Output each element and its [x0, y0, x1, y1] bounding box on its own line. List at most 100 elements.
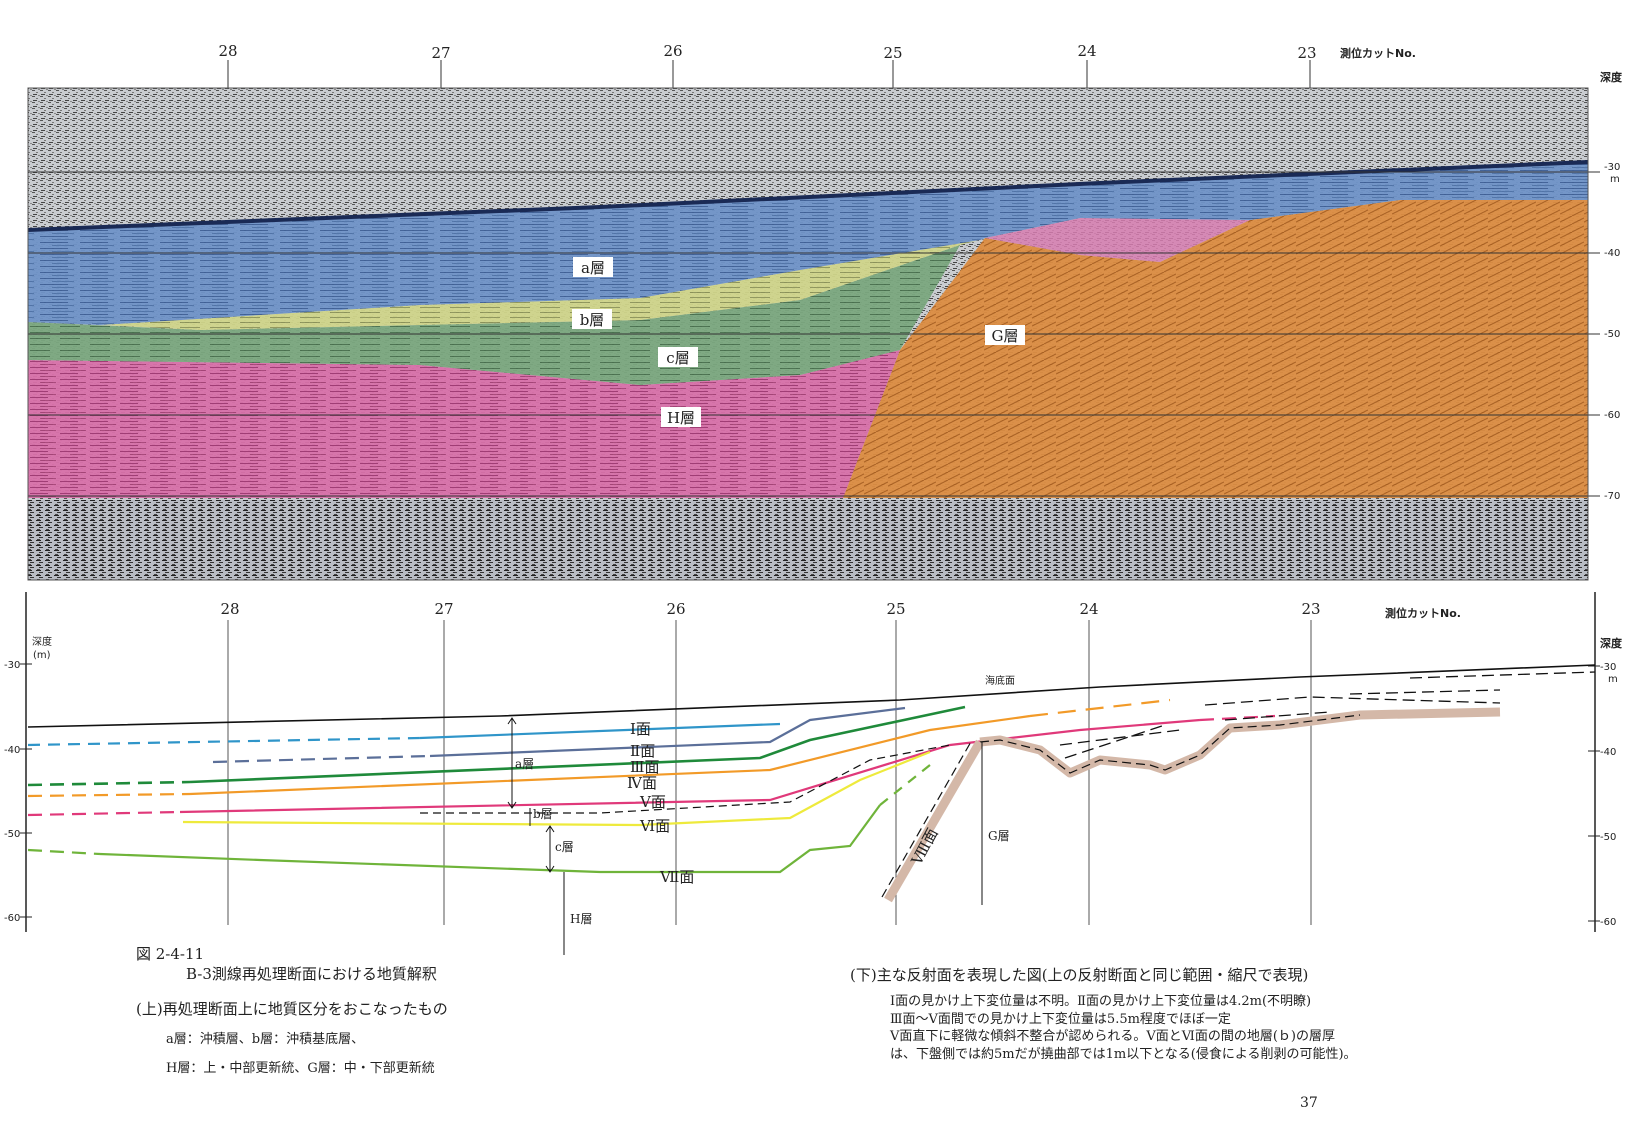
label-surface-I: Ⅰ面 [630, 720, 651, 738]
cut-number-28: 28 [218, 42, 237, 60]
surface-V-dashed-right [1199, 714, 1276, 722]
bottom-cut-number-26: 26 [666, 600, 685, 618]
b-layer-boundary [420, 744, 951, 814]
depth-tick-70: -70 [1604, 491, 1620, 502]
label-surface-V: Ⅴ面 [639, 793, 666, 811]
depth-tick-40: -40 [1604, 248, 1620, 259]
surface-V-dashed [27, 810, 181, 817]
cut-number-26: 26 [663, 42, 682, 60]
bottom-cut-label: 測位カットNo. [1385, 606, 1461, 620]
layer-c-region [28, 245, 960, 385]
label-surface-VIII: Ⅷ面 [907, 825, 942, 868]
noise-bottom-band [28, 500, 1588, 580]
thickness-markers [507, 717, 983, 955]
bottom-cut-number-28: 28 [220, 600, 239, 618]
bottom-depth-label-right: 深度 [1600, 636, 1623, 650]
layer-labels-top: a層 b層 c層 H層 G層 [572, 257, 1025, 427]
surface-VII-dashed [27, 848, 101, 856]
depth-tick-30: -30 [1604, 162, 1620, 173]
cut-number-24: 24 [1077, 42, 1096, 60]
label-surface-VII: Ⅶ面 [659, 868, 694, 886]
depth-unit: m [1610, 174, 1620, 185]
depth-tick-60: -60 [1604, 410, 1620, 421]
surface-VI-line [182, 750, 931, 827]
caption-left: 図 2-4-11 B-3測線再処理断面における地質解釈 (上)再処理断面上に地質… [136, 944, 448, 1078]
bottom-left-tick-50: -50 [4, 829, 20, 840]
label-surface-VI: Ⅵ面 [639, 817, 670, 835]
legend-line-2: H層：上・中部更新統、G層：中・下部更新統 [166, 1061, 435, 1077]
bottom-cut-lines [227, 620, 1312, 925]
cut-number-27: 27 [431, 44, 450, 62]
layer-G-region [843, 200, 1588, 498]
upper-note: (上)再処理断面上に地質区分をおこなったもの [136, 999, 448, 1018]
G-layer-top-dashed [979, 714, 1361, 774]
bottom-right-unit: m [1608, 674, 1618, 685]
bottom-right-tick-60: -60 [1600, 917, 1616, 928]
bottom-depth-unit-left: (m) [33, 650, 51, 661]
bottom-right-tick-50: -50 [1600, 832, 1616, 843]
bottom-right-tick-30: -30 [1600, 662, 1616, 673]
figure-title: B-3測線再処理断面における地質解釈 [186, 965, 437, 984]
surface-IV-dashed [27, 792, 191, 798]
depth-label: 深度 [1600, 70, 1623, 84]
cut-number-25: 25 [883, 44, 902, 62]
depth-ticks-top: -30 m -40 -50 -60 -70 [1604, 162, 1620, 502]
label-surface-II: Ⅱ面 [630, 742, 655, 760]
label-surface-III: Ⅲ面 [630, 758, 659, 776]
bottom-left-tick-30: -30 [4, 660, 20, 671]
fault-VIII [884, 739, 984, 903]
bottom-cut-number-24: 24 [1079, 600, 1098, 618]
bottom-interpretation-section: 28 27 26 25 24 23 測位カットNo. 深度 (m) 深度 -30… [4, 592, 1623, 955]
seafloor-line [27, 664, 1596, 728]
layer-a-region [28, 162, 1588, 325]
bottom-label-a: a層 [515, 757, 534, 771]
bottom-label-b: b層 [533, 807, 553, 821]
bottom-label-G: G層 [988, 829, 1010, 843]
label-b-layer: b層 [580, 311, 605, 329]
bottom-cut-number-25: 25 [886, 600, 905, 618]
label-H-layer: H層 [667, 409, 695, 427]
legend-line-1: a層：沖積層、b層：沖積基底層、 [166, 1031, 365, 1047]
bottom-label-H: H層 [570, 912, 592, 926]
upper-dashed-reflectors [1059, 671, 1596, 759]
surface-III-line [189, 705, 966, 784]
surface-V-line [179, 718, 1201, 814]
label-c-layer: c層 [666, 349, 689, 367]
bottom-right-tick-40: -40 [1600, 747, 1616, 758]
surface-I-dashed [27, 736, 421, 747]
figure-number: 図 2-4-11 [136, 945, 205, 963]
bottom-layer-labels: a層 b層 c層 H層 G層 [515, 757, 1010, 926]
cut-label: 測位カットNo. [1340, 46, 1416, 60]
seafloor-label: 海底面 [985, 674, 1015, 687]
section-frame [27, 87, 1589, 581]
surface-III-dashed [27, 780, 191, 787]
lower-line-1: Ⅰ面の見かけ上下変位量は不明。Ⅱ面の見かけ上下変位量は4.2m(不明瞭) [890, 994, 1312, 1010]
caption-right: (下)主な反射面を表現した図(上の反射断面と同じ範囲・縮尺で表現) Ⅰ面の見かけ… [850, 965, 1357, 1063]
surface-II-line [429, 706, 906, 758]
surface-VII-line [99, 804, 881, 874]
surface-I-line [419, 722, 781, 740]
layer-H-right-patch [985, 218, 1250, 262]
fault-VIII-dashed [881, 739, 973, 898]
lower-title: (下)主な反射面を表現した図(上の反射断面と同じ範囲・縮尺で表現) [850, 966, 1309, 984]
label-G-layer: G層 [992, 327, 1019, 345]
top-seismic-section: 28 27 26 25 24 23 測位カットNo. 深度 -30 m -40 … [27, 42, 1623, 581]
lower-line-3: Ⅴ面直下に軽微な傾斜不整合が認められる。Ⅴ面とⅥ面の間の地層(ｂ)の層厚 [890, 1029, 1335, 1045]
lower-line-2: Ⅲ面～Ⅴ面間での見かけ上下変位量は5.5m程度でほぼ一定 [890, 1011, 1231, 1027]
bottom-depth-ticks: -30 -40 -50 -60 -30 m -40 -50 -60 [4, 660, 1618, 928]
depth-grid [28, 171, 1600, 497]
layer-H-region [28, 350, 900, 498]
bottom-cut-number-23: 23 [1301, 600, 1320, 618]
surface-VII-dashed-up [879, 764, 931, 806]
bottom-label-c: c層 [555, 840, 574, 854]
lower-line-4: は、下盤側では約5mだが撓曲部では1m以下となる(侵食による削剥の可能性)。 [890, 1046, 1357, 1062]
cut-number-23: 23 [1297, 44, 1316, 62]
cut-lines [227, 60, 1311, 88]
surface-IV-line [189, 714, 1031, 796]
label-a-layer: a層 [581, 259, 605, 277]
bottom-cut-number-27: 27 [434, 600, 453, 618]
label-surface-IV: Ⅳ面 [627, 774, 657, 792]
surface-IV-dashed-right [1029, 698, 1171, 718]
page-number: 37 [1300, 1095, 1318, 1111]
